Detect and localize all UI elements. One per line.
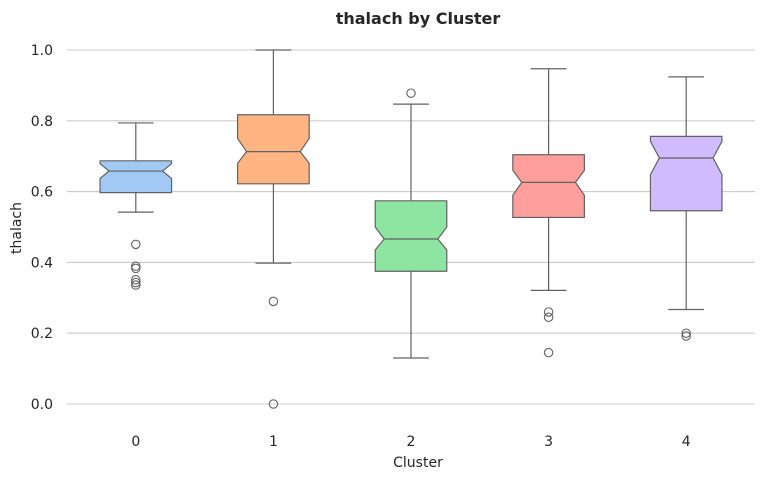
outlier-point (131, 239, 141, 250)
outlier-point (543, 347, 554, 358)
y-tick-label: 0.2 (31, 326, 53, 342)
x-tick-label: 0 (131, 434, 140, 450)
outlier-point (543, 307, 554, 317)
chart-title: thalach by Cluster (336, 9, 501, 28)
x-tick-label: 3 (544, 434, 553, 450)
box-group-cluster-2 (374, 88, 448, 359)
box-layer (99, 49, 723, 409)
box-group-cluster-0 (99, 122, 173, 290)
y-axis-label: thalach (9, 202, 25, 254)
y-tick-label: 0.0 (31, 397, 53, 413)
outlier-point (681, 328, 691, 338)
y-tick-label: 0.4 (31, 255, 53, 271)
x-axis-label: Cluster (393, 455, 443, 471)
x-tick-label: 4 (682, 434, 691, 450)
y-tick-labels: 0.0 0.2 0.4 0.6 0.8 1.0 (31, 43, 53, 413)
y-tick-label: 0.6 (31, 185, 53, 201)
box-body (512, 154, 585, 219)
box-group-cluster-3 (512, 68, 585, 358)
outlier-point (543, 312, 554, 323)
y-tick-label: 1.0 (31, 43, 53, 59)
y-tick-label: 0.8 (31, 114, 53, 130)
box-body (374, 200, 448, 272)
outlier-point (131, 280, 141, 290)
outlier-point (131, 274, 141, 285)
box-group-cluster-4 (649, 76, 723, 341)
outlier-point (268, 296, 279, 307)
outlier-point (131, 263, 141, 274)
x-tick-label: 2 (407, 434, 416, 450)
box-body (649, 135, 723, 212)
x-tick-label: 1 (269, 434, 278, 450)
outlier-point (681, 331, 691, 341)
outlier-point (406, 88, 416, 98)
outlier-point (131, 261, 141, 272)
box-group-cluster-1 (237, 49, 310, 409)
outlier-point (131, 277, 141, 288)
outlier-point (268, 399, 279, 409)
box-body (99, 160, 173, 194)
x-tick-labels: 0 1 2 3 4 (131, 434, 690, 450)
box-body (237, 114, 310, 185)
